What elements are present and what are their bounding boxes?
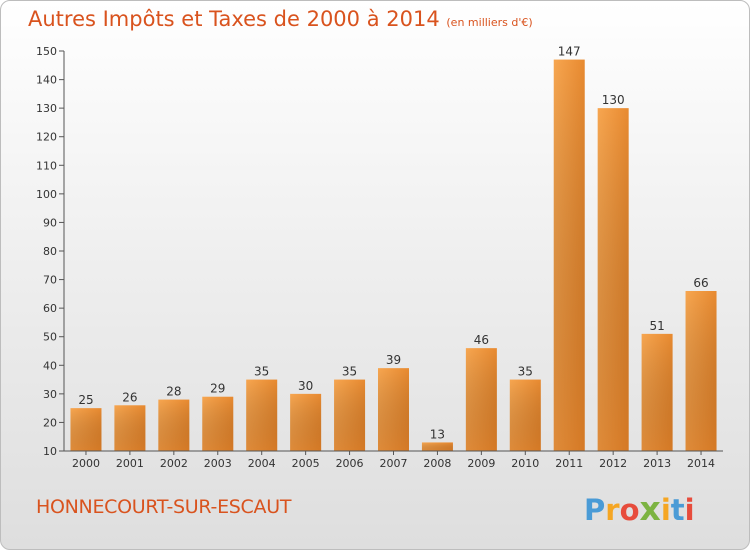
proxiti-logo[interactable]: Proxiti — [584, 489, 695, 528]
x-tick-label: 2007 — [380, 457, 408, 470]
logo-letter: o — [619, 493, 640, 527]
y-tick-label: 40 — [43, 359, 57, 372]
logo-letter: P — [584, 493, 606, 527]
bar-shade — [597, 108, 629, 452]
y-tick-label: 130 — [36, 102, 57, 115]
x-tick-label: 2009 — [467, 457, 495, 470]
bar-value-label: 29 — [210, 382, 225, 396]
bar-value-label: 66 — [693, 276, 708, 290]
bar-value-label: 30 — [298, 379, 313, 393]
bar-shade — [685, 291, 717, 451]
y-tick-label: 120 — [36, 131, 57, 144]
bar-shade — [334, 379, 366, 451]
bar-value-label: 26 — [122, 390, 137, 404]
chart-title-text: Autres Impôts et Taxes de 2000 à 2014 — [28, 7, 440, 31]
bar-shade — [378, 368, 409, 451]
bar-value-label: 13 — [430, 427, 445, 441]
bar-value-label: 35 — [518, 365, 533, 379]
bar-value-label: 35 — [254, 365, 269, 379]
bar-shade — [290, 393, 322, 451]
bar-value-label: 28 — [166, 385, 181, 399]
bar-value-label: 147 — [558, 45, 581, 59]
x-tick-label: 2011 — [555, 457, 583, 470]
y-tick-label: 60 — [43, 302, 57, 315]
bar-shade — [158, 399, 190, 451]
y-tick-label: 140 — [36, 74, 57, 87]
y-tick-label: 90 — [43, 216, 57, 229]
x-tick-label: 2005 — [292, 457, 320, 470]
logo-letter: i — [660, 493, 671, 527]
y-tick-label: 100 — [36, 188, 57, 201]
bar-shade — [553, 59, 585, 451]
bar-shade — [70, 408, 102, 451]
x-tick-label: 2004 — [248, 457, 276, 470]
x-axis: 2000 2001 2002 2003 2004 2005 2006 2007 2008 2009… — [64, 450, 723, 470]
bar-value-label: 51 — [649, 319, 664, 333]
x-tick-label: 2003 — [204, 457, 232, 470]
y-tick-label: 50 — [43, 331, 57, 344]
chart-subtitle: (en milliers d'€) — [446, 16, 533, 29]
bar-value-label: 39 — [386, 353, 401, 367]
x-tick-label: 2013 — [643, 457, 671, 470]
bar-shade — [465, 348, 497, 451]
logo-letter: i — [684, 493, 695, 527]
x-tick-label: 2000 — [72, 457, 100, 470]
bar-shade — [202, 396, 234, 451]
bar-shade — [114, 405, 146, 451]
x-tick-label: 2012 — [599, 457, 627, 470]
y-tick-label: 20 — [43, 416, 57, 429]
y-tick-label: 70 — [43, 274, 57, 287]
bar-shade — [246, 379, 278, 451]
x-tick-label: 2014 — [687, 457, 715, 470]
bar-value-label: 25 — [78, 393, 93, 407]
bar-shade — [421, 442, 453, 451]
logo-letter: t — [670, 493, 685, 527]
y-tick-label: 110 — [36, 159, 57, 172]
bar-value-label: 46 — [474, 333, 489, 347]
x-tick-label: 2008 — [423, 457, 451, 470]
y-axis: 10 20 30 40 50 60 70 80 90 100 110 120 130 140 150 — [36, 45, 65, 458]
chart-title: Autres Impôts et Taxes de 2000 à 2014 (e… — [28, 7, 533, 31]
x-tick-label: 2010 — [511, 457, 539, 470]
y-tick-label: 10 — [43, 445, 57, 458]
bar-value-label: 35 — [342, 365, 357, 379]
y-tick-label: 30 — [43, 388, 57, 401]
x-tick-label: 2006 — [336, 457, 364, 470]
x-tick-label: 2001 — [116, 457, 144, 470]
y-tick-label: 80 — [43, 245, 57, 258]
bar-value-label: 130 — [602, 93, 625, 107]
x-tick-label: 2002 — [160, 457, 188, 470]
logo-letter: r — [605, 493, 620, 527]
commune-name: HONNECOURT-SUR-ESCAUT — [36, 496, 292, 518]
bar-shade — [509, 379, 541, 451]
bars: 25 26 28 29 35 30 35 39 13 46 35 147 130 51 66 — [70, 45, 717, 452]
bar-shade — [641, 333, 673, 451]
y-tick-label: 150 — [36, 45, 57, 58]
logo-letter: x — [639, 489, 661, 528]
